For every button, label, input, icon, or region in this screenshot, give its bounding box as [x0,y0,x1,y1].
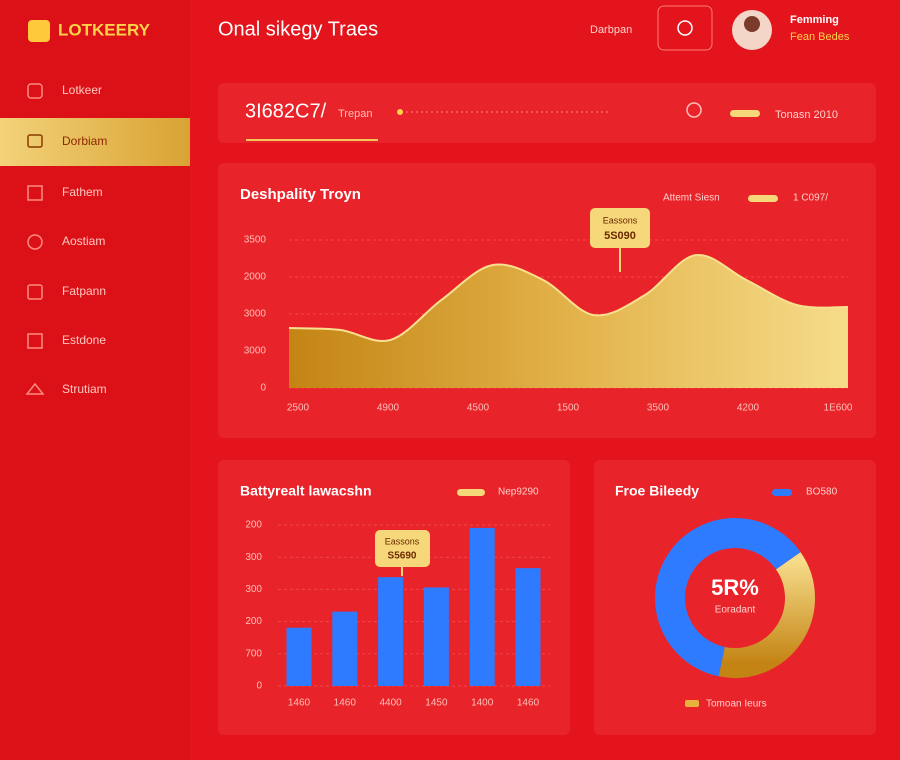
nav-item[interactable]: Dorbiam [62,134,107,148]
search-icon[interactable] [686,102,702,118]
area-line [288,254,849,342]
nav-item[interactable]: Aostiam [62,234,105,248]
y-tick-label: 0 [260,383,266,394]
area [289,254,848,388]
bar[interactable] [515,568,541,686]
user-name: Femming [790,14,839,26]
header-button[interactable] [657,5,713,51]
x-tick-label: 4500 [467,403,490,414]
summary-unit: Trepan [338,108,372,120]
logo: LOTKEERY [58,20,151,39]
tooltip-title: Eassons [385,536,420,546]
donut-title: Froe Bileedy [615,483,699,499]
y-tick-label: 700 [245,648,262,659]
legend-swatch [457,489,485,496]
bar-legend: Nep9290 [498,487,539,498]
x-tick-label: 3500 [647,403,670,414]
avatar-head [744,16,760,32]
summary-card [218,83,876,143]
bar-title: Battyrealt lawacshn [240,483,372,499]
bar[interactable] [423,587,449,686]
summary-value: 3I682C7/ [245,100,327,122]
x-tick-label: 1500 [557,403,580,414]
tooltip [375,530,430,567]
y-tick-label: 200 [245,616,262,627]
y-tick-label: 2000 [244,272,267,283]
x-tick-label: 2500 [287,403,310,414]
x-tick-label: 1400 [471,698,494,709]
y-tick-label: 300 [245,552,262,563]
legend-swatch [730,110,760,117]
tooltip-value: S5690 [388,551,417,562]
donut-bottom-legend: Tomoan Ieurs [706,699,767,710]
bar[interactable] [332,611,358,686]
legend-swatch [748,195,778,202]
sidebar [0,0,190,760]
x-tick-label: 4400 [379,698,402,709]
bar[interactable] [469,527,495,686]
x-tick-label: 1E600 [824,403,853,414]
donut-segment[interactable] [718,552,815,678]
donut-center-value: 5R% [711,575,759,600]
y-tick-label: 3500 [244,235,267,246]
nav-icons [25,83,45,395]
y-tick-label: 3000 [244,346,267,357]
x-tick-label: 1450 [425,698,448,709]
donut-legend: BO580 [806,487,838,498]
tooltip-title: Eassons [603,215,638,225]
x-tick-label: 1460 [288,698,311,709]
x-tick-label: 1460 [517,698,540,709]
legend-swatch [685,700,699,707]
y-tick-label: 0 [256,681,262,692]
tooltip-value: 5S090 [604,230,636,242]
x-tick-label: 1460 [334,698,357,709]
nav-item[interactable]: Estdone [62,333,106,347]
active-nav[interactable] [0,118,190,166]
area-legend: Attemt Siesn [663,193,720,204]
bar[interactable] [378,577,404,686]
progress-dot [397,109,403,115]
legend-swatch [772,489,792,496]
user-role: Fean Bedes [790,31,850,43]
logo-icon [28,20,50,42]
y-tick-label: 200 [245,520,262,531]
donut-segment[interactable] [655,518,801,677]
tooltip [590,208,650,248]
bar[interactable] [286,627,312,686]
x-tick-label: 4200 [737,403,760,414]
nav-item[interactable]: Fathem [62,185,103,199]
header-link[interactable]: Darbpan [590,24,632,36]
area-title: Deshpality Troyn [240,186,361,203]
nav-item[interactable]: Lotkeer [62,83,102,97]
donut-center-label: Eoradant [715,605,756,616]
nav-item[interactable]: Strutiam [62,382,107,396]
button-icon [677,20,693,36]
nav-item[interactable]: Fatpann [62,284,106,298]
y-tick-label: 300 [245,584,262,595]
page-title: Onal sikegy Traes [218,18,378,40]
donut-card [594,460,876,735]
area-legend-value: 1 C097/ [793,193,828,204]
y-tick-label: 3000 [244,309,267,320]
x-tick-label: 4900 [377,403,400,414]
summary-legend: Tonasn 2010 [775,109,838,121]
